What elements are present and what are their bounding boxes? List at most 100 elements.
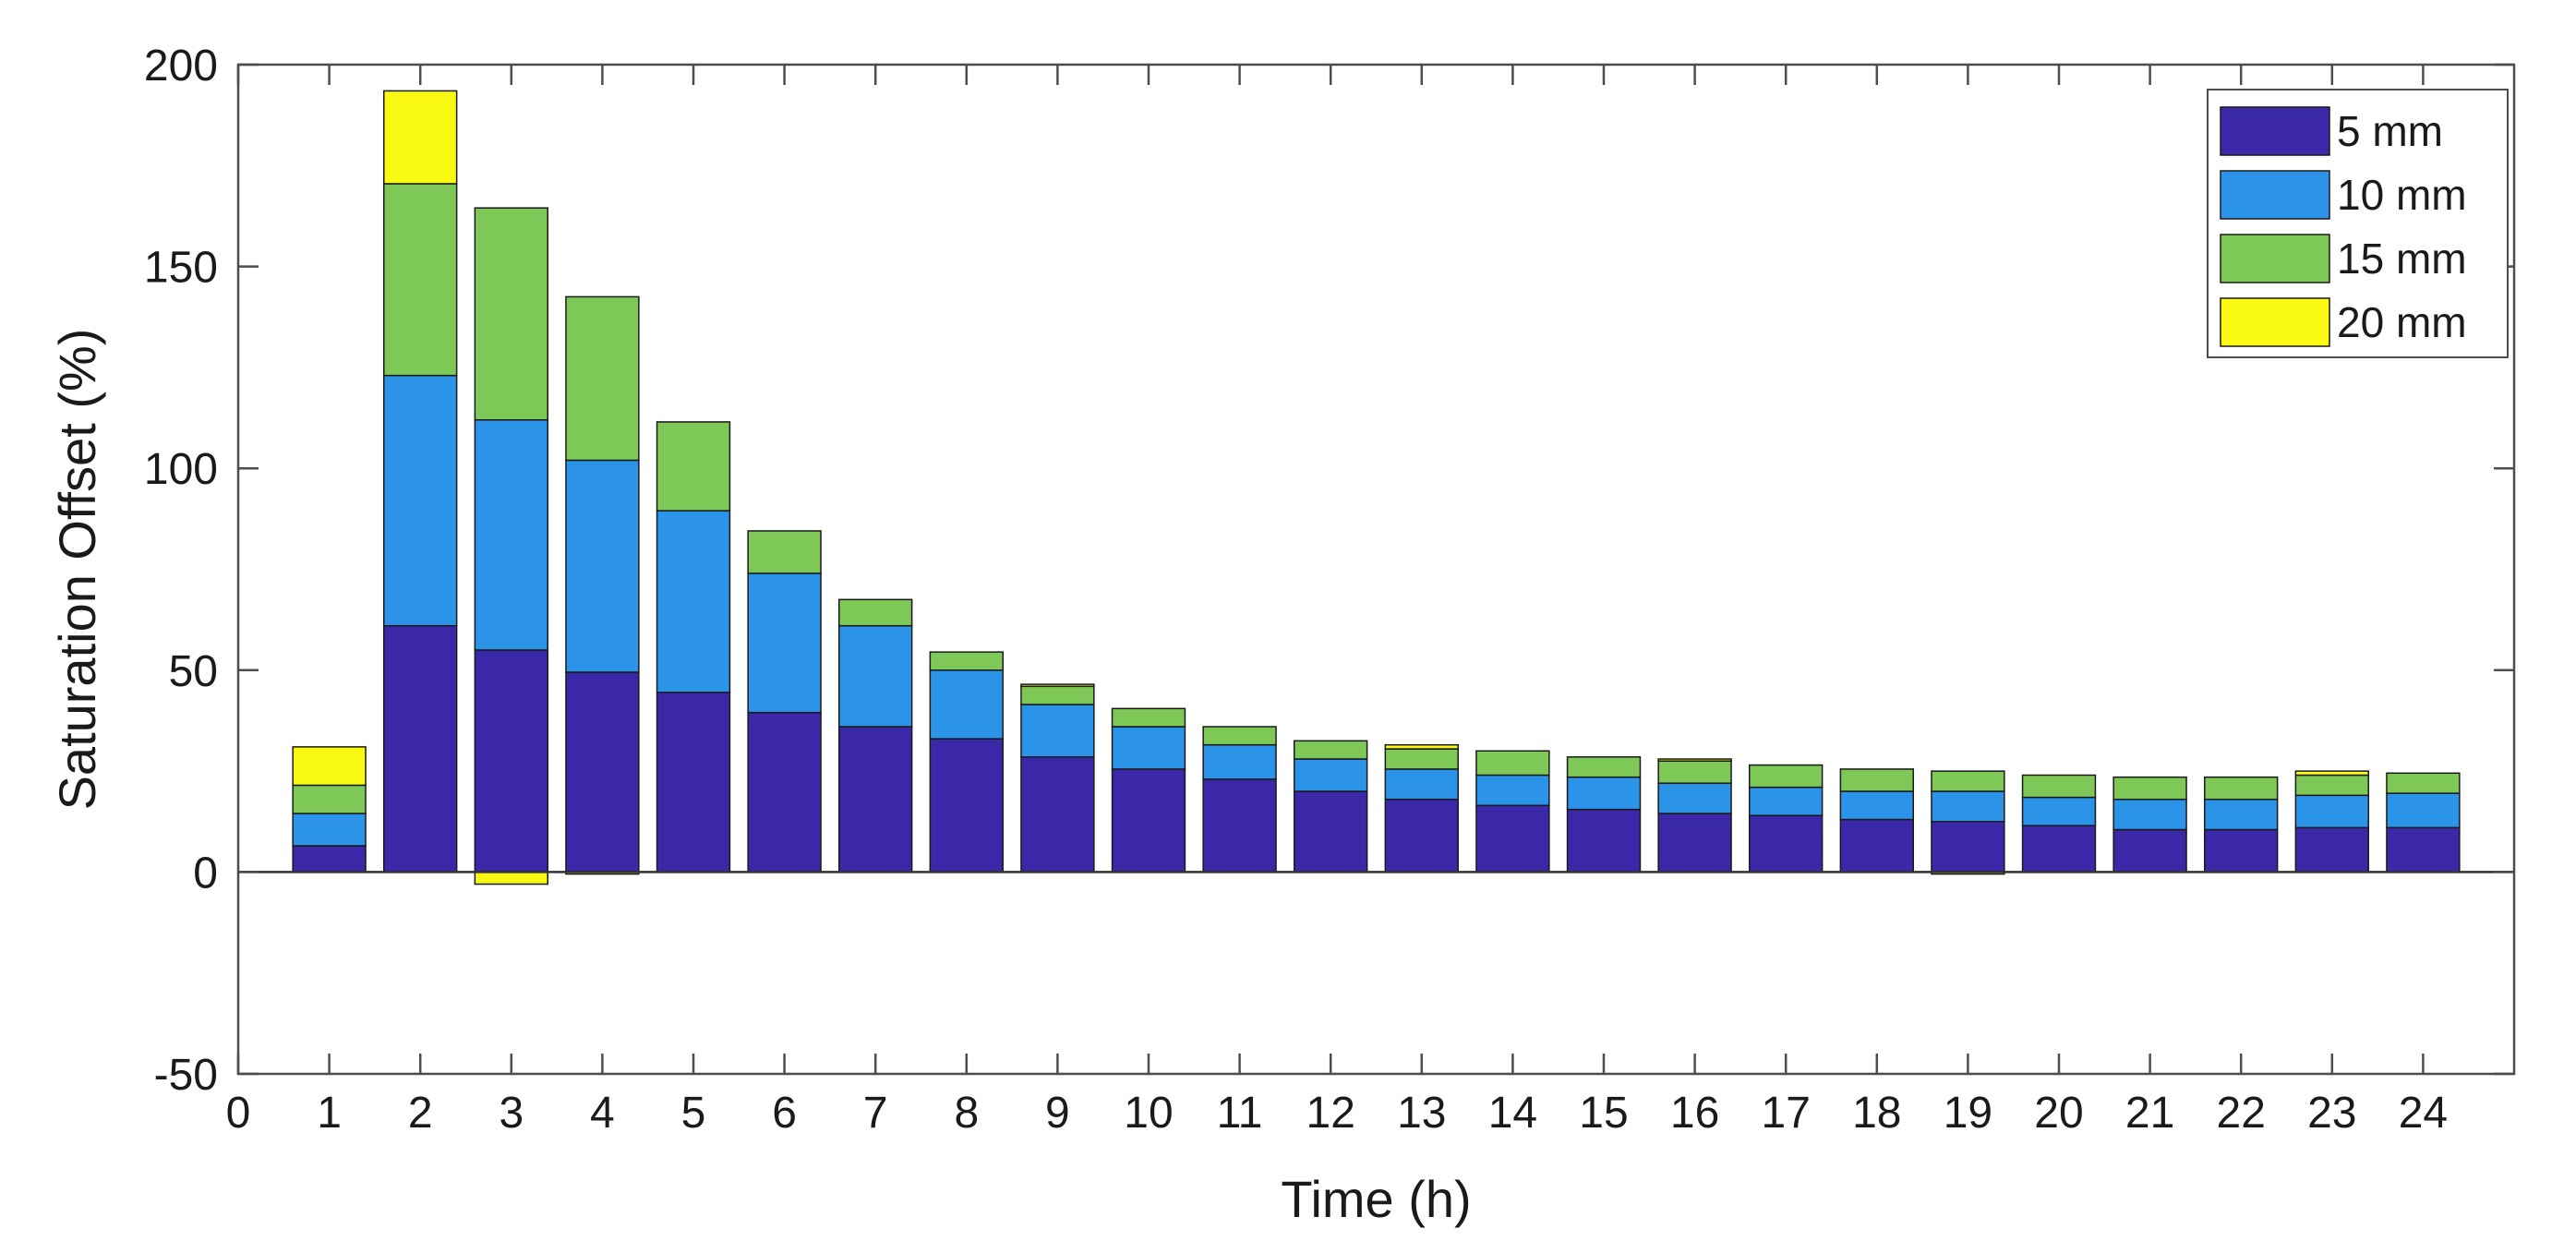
x-tick-label: 18 — [1852, 1089, 1901, 1138]
y-tick-label: -50 — [154, 1051, 218, 1100]
x-tick-label: 1 — [317, 1089, 342, 1138]
bar-15-series-1 — [1566, 808, 1642, 873]
bar-14-series-2 — [1475, 774, 1550, 807]
bar-23-series-4 — [2294, 770, 2369, 777]
bar-19-series-3 — [1931, 770, 2005, 792]
bar-11-series-1 — [1202, 778, 1277, 873]
bar-7-series-3 — [838, 598, 913, 627]
bar-11-series-3 — [1202, 726, 1277, 746]
bar-13-series-1 — [1384, 798, 1459, 873]
x-axis-label: Time (h) — [1281, 1170, 1471, 1228]
bar-6-series-1 — [747, 711, 822, 873]
x-tick-label: 2 — [408, 1089, 433, 1138]
bar-8-series-2 — [929, 669, 1004, 740]
x-tick-label: 5 — [681, 1089, 706, 1138]
bar-15-series-2 — [1566, 776, 1642, 811]
bar-5-series-1 — [656, 692, 731, 873]
bar-16-series-4 — [1657, 758, 1732, 762]
bar-1-series-3 — [292, 784, 367, 814]
bar-12-series-2 — [1294, 758, 1368, 792]
plot-frame — [236, 63, 2516, 1076]
legend-swatch — [2220, 106, 2330, 156]
x-tick-label: 14 — [1488, 1089, 1537, 1138]
x-tick-label: 0 — [226, 1089, 251, 1138]
legend-label: 20 mm — [2337, 298, 2467, 346]
x-tick-label: 24 — [2399, 1089, 2448, 1138]
bar-20-series-1 — [2021, 825, 2097, 873]
bar-20-series-2 — [2021, 796, 2097, 826]
bar-11-series-2 — [1202, 743, 1277, 780]
x-tick-label: 9 — [1045, 1089, 1070, 1138]
bar-5-series-3 — [656, 421, 731, 512]
bar-7-series-1 — [838, 726, 913, 873]
bar-12-series-1 — [1294, 790, 1368, 873]
bar-15-series-3 — [1566, 756, 1642, 778]
x-tick-label: 12 — [1306, 1089, 1355, 1138]
bar-6-series-2 — [747, 572, 822, 714]
x-tick-label: 13 — [1397, 1089, 1446, 1138]
bar-23-series-1 — [2294, 826, 2369, 873]
x-tick-label: 23 — [2307, 1089, 2356, 1138]
bar-22-series-2 — [2204, 798, 2279, 831]
ticks-layer: 0 1 2 3 4 5 6 7 8 9 10 11 12 13 14 15 16 17 18 19 20 21 22 23 24… — [144, 42, 2514, 1138]
x-tick-label: 19 — [1944, 1089, 1992, 1138]
bar-23-series-2 — [2294, 794, 2369, 829]
bar-17-series-1 — [1749, 814, 1824, 873]
legend-swatch — [2220, 170, 2330, 220]
legend-label: 15 mm — [2337, 235, 2467, 283]
bar-18-series-1 — [1839, 818, 1914, 873]
bar-2-series-4 — [383, 90, 458, 185]
bar-22-series-3 — [2204, 776, 2279, 801]
bar-8-series-3 — [929, 651, 1004, 671]
bar-4-series-3 — [565, 295, 640, 462]
bar-16-series-2 — [1657, 782, 1732, 814]
bar-7-series-2 — [838, 624, 913, 728]
bar-19-series-2 — [1931, 790, 2005, 823]
bar-14-series-3 — [1475, 750, 1550, 777]
x-tick-label: 3 — [499, 1089, 524, 1138]
x-tick-label: 17 — [1762, 1089, 1811, 1138]
x-tick-label: 16 — [1670, 1089, 1719, 1138]
bar-16-series-3 — [1657, 760, 1732, 784]
bar-1-series-1 — [292, 845, 367, 873]
bar-1-series-4 — [292, 746, 367, 787]
bar-21-series-3 — [2113, 776, 2187, 801]
bar-14-series-1 — [1475, 804, 1550, 873]
x-tick-label: 21 — [2125, 1089, 2174, 1138]
legend-swatch — [2220, 234, 2330, 283]
bar-21-series-1 — [2113, 828, 2187, 873]
x-tick-label: 10 — [1124, 1089, 1173, 1138]
bar-13-series-3 — [1384, 748, 1459, 770]
bars-layer — [292, 90, 2461, 886]
bar-9-series-1 — [1020, 756, 1095, 873]
bar-19-series-1 — [1931, 821, 2005, 873]
bar-10-series-3 — [1111, 707, 1186, 728]
y-tick-label: 50 — [169, 647, 218, 696]
bar-22-series-1 — [2204, 828, 2279, 873]
bar-8-series-1 — [929, 738, 1004, 873]
y-tick-label: 0 — [193, 849, 218, 898]
bar-3-series-2 — [474, 418, 548, 651]
bar-17-series-2 — [1749, 786, 1824, 816]
bar-3-series-4 — [474, 871, 548, 886]
bar-24-series-2 — [2386, 792, 2461, 829]
bar-9-series-2 — [1020, 704, 1095, 758]
x-tick-label: 11 — [1217, 1089, 1263, 1138]
bar-1-series-2 — [292, 813, 367, 847]
bar-24-series-3 — [2386, 772, 2461, 794]
bar-10-series-1 — [1111, 768, 1186, 873]
x-tick-label: 15 — [1579, 1089, 1628, 1138]
bar-16-series-1 — [1657, 813, 1732, 873]
legend-label: 10 mm — [2337, 171, 2467, 219]
x-tick-label: 7 — [863, 1089, 888, 1138]
x-tick-label: 4 — [590, 1089, 615, 1138]
bar-9-series-4 — [1020, 683, 1095, 688]
legend-label: 5 mm — [2337, 107, 2443, 155]
bar-10-series-2 — [1111, 726, 1186, 770]
bar-13-series-4 — [1384, 743, 1459, 750]
bar-3-series-3 — [474, 207, 548, 421]
bar-5-series-2 — [656, 510, 731, 693]
bar-2-series-2 — [383, 374, 458, 627]
legend: 5 mm 10 mm 15 mm 20 mm — [2207, 89, 2509, 358]
